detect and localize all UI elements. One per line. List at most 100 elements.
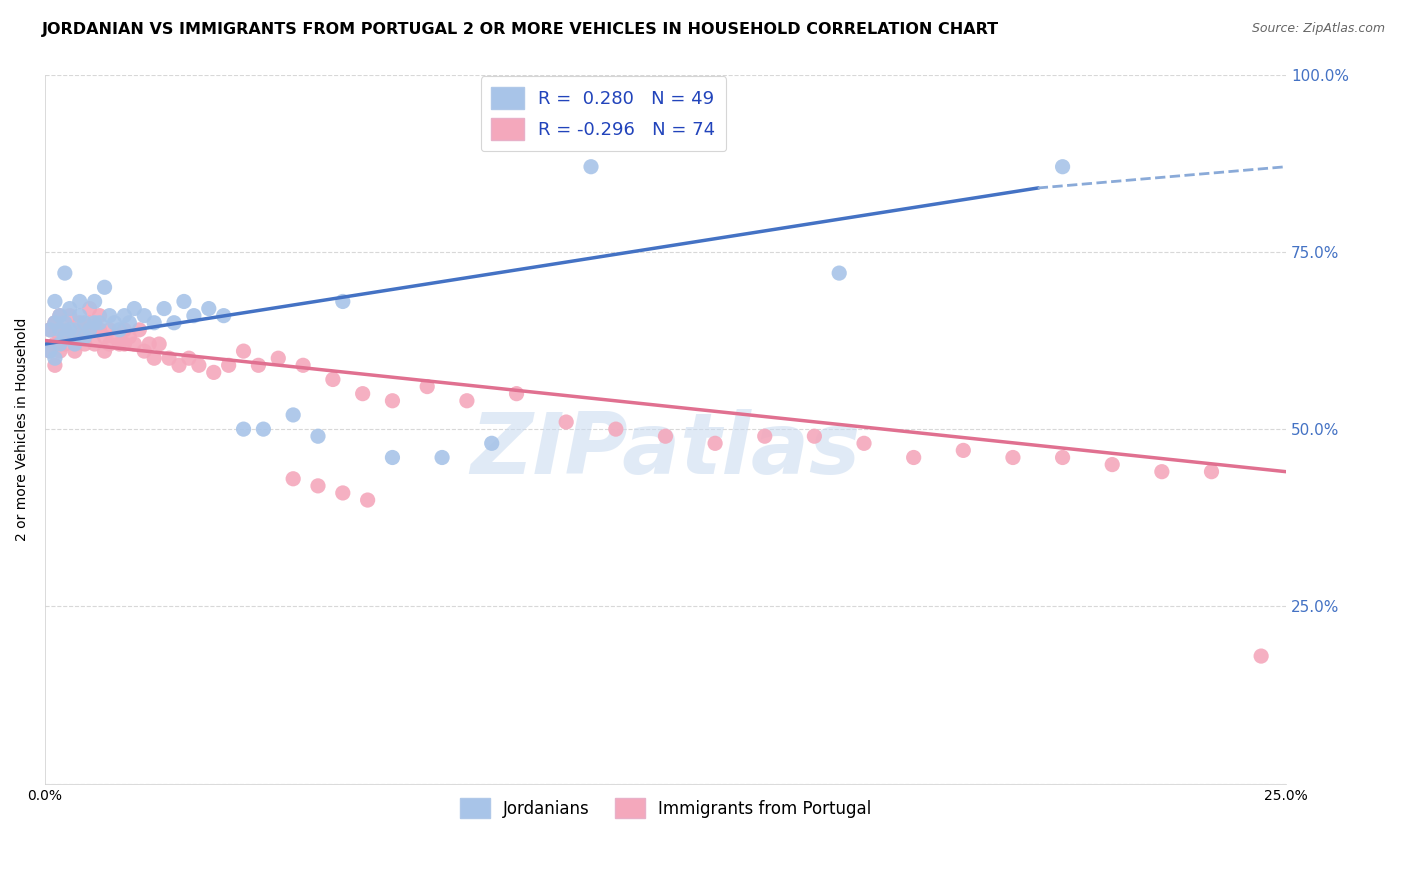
Point: [381, 450, 404, 465]
Point: [89, 323, 111, 337]
Point: [79, 316, 101, 330]
Point: [456, 393, 478, 408]
Point: [177, 351, 200, 366]
Point: [93, 330, 115, 344]
Point: [69, 294, 91, 309]
Point: [93, 280, 115, 294]
Point: [83, 316, 105, 330]
Point: [803, 429, 825, 443]
Point: [112, 337, 135, 351]
Point: [605, 422, 627, 436]
Point: [83, 323, 105, 337]
Point: [83, 294, 105, 309]
Point: [124, 337, 146, 351]
Point: [232, 344, 254, 359]
Point: [69, 330, 91, 344]
Point: [352, 386, 374, 401]
Point: [49, 323, 72, 337]
Point: [1150, 465, 1173, 479]
Point: [44, 359, 66, 373]
Point: [704, 436, 727, 450]
Point: [44, 316, 66, 330]
Point: [197, 301, 219, 316]
Point: [187, 359, 209, 373]
Point: [89, 309, 111, 323]
Point: [212, 309, 235, 323]
Point: [555, 415, 578, 429]
Point: [112, 309, 135, 323]
Point: [49, 344, 72, 359]
Point: [148, 337, 170, 351]
Point: [1101, 458, 1123, 472]
Point: [322, 372, 344, 386]
Point: [579, 160, 602, 174]
Point: [283, 408, 305, 422]
Point: [1201, 465, 1223, 479]
Point: [53, 323, 76, 337]
Point: [73, 323, 96, 337]
Text: ZIPatlas: ZIPatlas: [471, 409, 860, 491]
Point: [143, 316, 166, 330]
Point: [1250, 649, 1272, 664]
Point: [292, 359, 315, 373]
Point: [134, 309, 156, 323]
Point: [118, 316, 141, 330]
Point: [828, 266, 851, 280]
Point: [69, 309, 91, 323]
Point: [283, 472, 305, 486]
Point: [44, 351, 66, 366]
Text: Source: ZipAtlas.com: Source: ZipAtlas.com: [1251, 22, 1385, 36]
Point: [59, 323, 82, 337]
Point: [332, 486, 354, 500]
Point: [505, 386, 527, 401]
Point: [89, 316, 111, 330]
Point: [134, 344, 156, 359]
Point: [654, 429, 676, 443]
Point: [53, 337, 76, 351]
Point: [69, 316, 91, 330]
Point: [49, 330, 72, 344]
Point: [93, 344, 115, 359]
Point: [59, 301, 82, 316]
Point: [202, 365, 225, 379]
Point: [49, 309, 72, 323]
Point: [157, 351, 180, 366]
Point: [381, 393, 404, 408]
Point: [39, 323, 62, 337]
Point: [1052, 450, 1074, 465]
Point: [252, 422, 274, 436]
Point: [356, 493, 378, 508]
Point: [53, 266, 76, 280]
Point: [49, 337, 72, 351]
Point: [79, 323, 101, 337]
Point: [173, 294, 195, 309]
Point: [307, 429, 329, 443]
Point: [853, 436, 876, 450]
Point: [98, 337, 121, 351]
Point: [128, 323, 150, 337]
Point: [430, 450, 453, 465]
Point: [98, 309, 121, 323]
Point: [118, 330, 141, 344]
Point: [73, 337, 96, 351]
Point: [481, 436, 503, 450]
Point: [232, 422, 254, 436]
Point: [247, 359, 270, 373]
Y-axis label: 2 or more Vehicles in Household: 2 or more Vehicles in Household: [15, 318, 30, 541]
Point: [59, 309, 82, 323]
Point: [103, 330, 125, 344]
Point: [39, 323, 62, 337]
Point: [124, 301, 146, 316]
Point: [44, 337, 66, 351]
Point: [98, 323, 121, 337]
Point: [218, 359, 240, 373]
Point: [59, 330, 82, 344]
Point: [39, 344, 62, 359]
Point: [143, 351, 166, 366]
Point: [83, 337, 105, 351]
Point: [903, 450, 925, 465]
Point: [754, 429, 776, 443]
Point: [332, 294, 354, 309]
Point: [63, 330, 86, 344]
Point: [44, 316, 66, 330]
